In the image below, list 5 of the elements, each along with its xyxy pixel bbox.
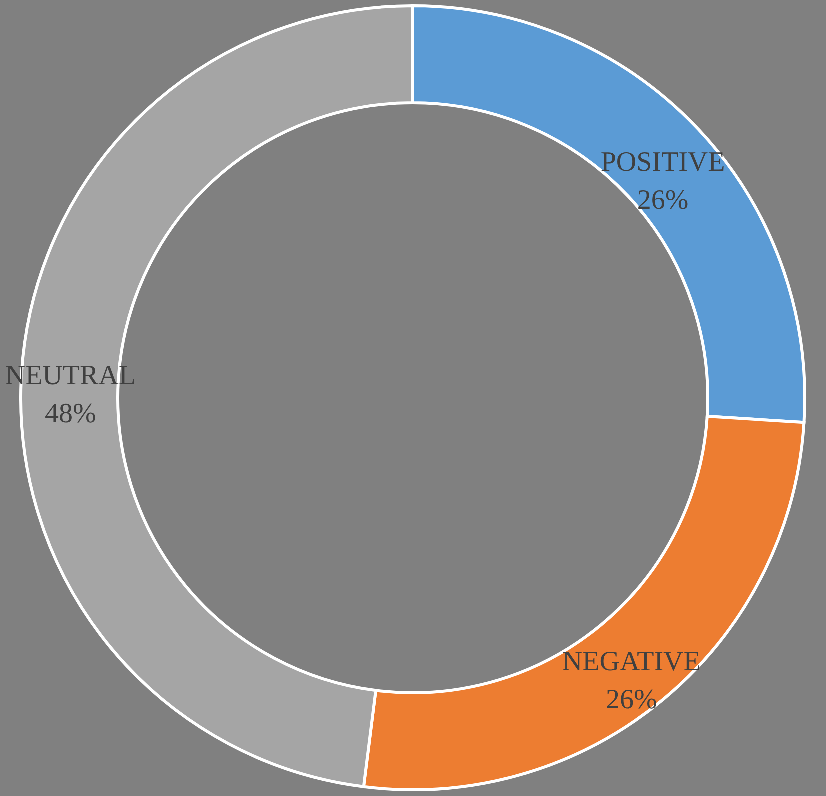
slice-label: NEGATIVE xyxy=(562,646,701,678)
data-label: 26% xyxy=(606,684,658,716)
data-label: 48% xyxy=(45,398,96,430)
slice-label: POSITIVE xyxy=(600,147,726,178)
data-label: 26% xyxy=(637,185,689,216)
